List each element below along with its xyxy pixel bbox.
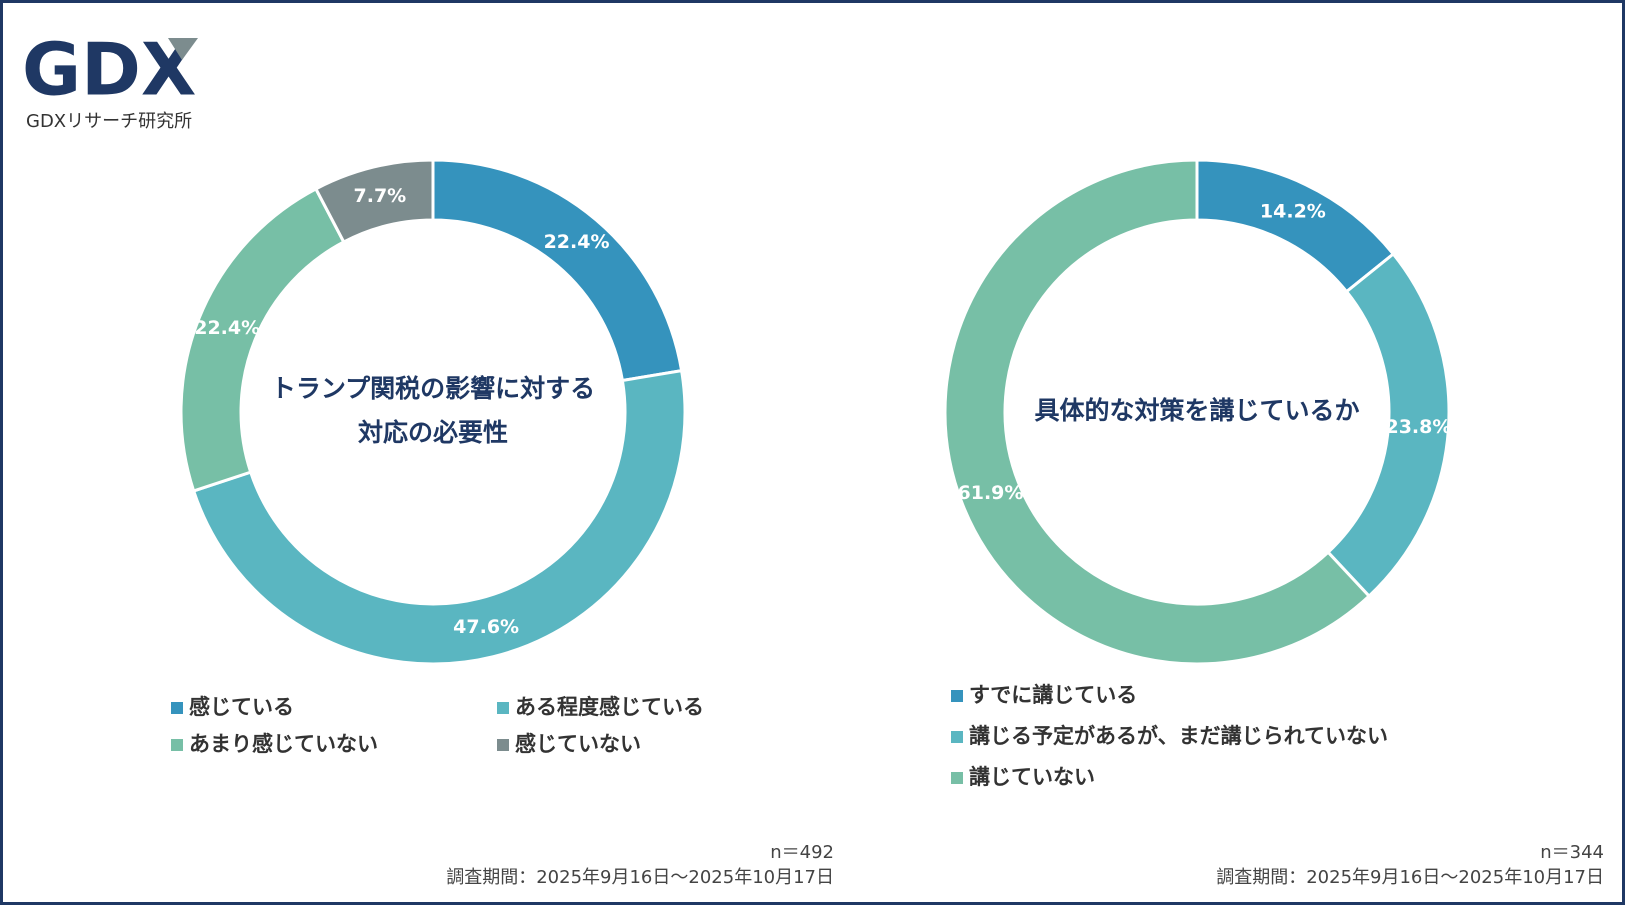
- survey-period: 調査期間：2025年9月16日～2025年10月17日: [1216, 867, 1604, 888]
- legend-text: 講じる予定があるが、まだ講じられていない: [969, 724, 1388, 748]
- slice-label: 61.9%: [958, 482, 1024, 504]
- legend-text: すでに講じている: [969, 683, 1137, 707]
- legend-swatch: [951, 690, 963, 702]
- donut-slice: [179, 186, 346, 493]
- legend-swatch: [951, 731, 963, 743]
- donut-slice: [191, 368, 687, 666]
- legend-text: ある程度感じている: [515, 695, 704, 719]
- center-title: 具体的な対策を講じているか: [1034, 396, 1359, 425]
- logo-mark: GDX: [22, 28, 196, 112]
- slice-label: 7.7%: [354, 185, 407, 207]
- legend-text: 講じていない: [969, 765, 1095, 789]
- center-title: トランプ関税の影響に対する: [271, 374, 595, 403]
- legend-swatch: [497, 739, 509, 751]
- donut-slice: [431, 158, 684, 383]
- donut-slice: [1195, 158, 1396, 294]
- logo-accent: [168, 38, 198, 60]
- logo-text: GDXリサーチ研究所: [26, 111, 192, 132]
- sample-size: n＝344: [1540, 842, 1604, 863]
- legend-swatch: [951, 772, 963, 784]
- slice-label: 23.8%: [1385, 416, 1451, 438]
- legend-swatch: [171, 739, 183, 751]
- center-title: 対応の必要性: [358, 418, 508, 447]
- donut-slice: [313, 158, 435, 245]
- slice-label: 14.2%: [1260, 200, 1326, 222]
- legend-text: 感じていない: [515, 732, 641, 756]
- sample-size: n＝492: [770, 842, 834, 863]
- legend-swatch: [497, 702, 509, 714]
- donut-slice: [943, 158, 1372, 666]
- slice-label: 22.4%: [544, 231, 610, 253]
- legend-text: あまり感じていない: [189, 732, 378, 756]
- slice-label: 47.6%: [453, 616, 519, 638]
- slice-label: 22.4%: [194, 317, 260, 339]
- survey-period: 調査期間：2025年9月16日～2025年10月17日: [446, 867, 834, 888]
- legend-text: 感じている: [189, 695, 294, 719]
- legend-swatch: [171, 702, 183, 714]
